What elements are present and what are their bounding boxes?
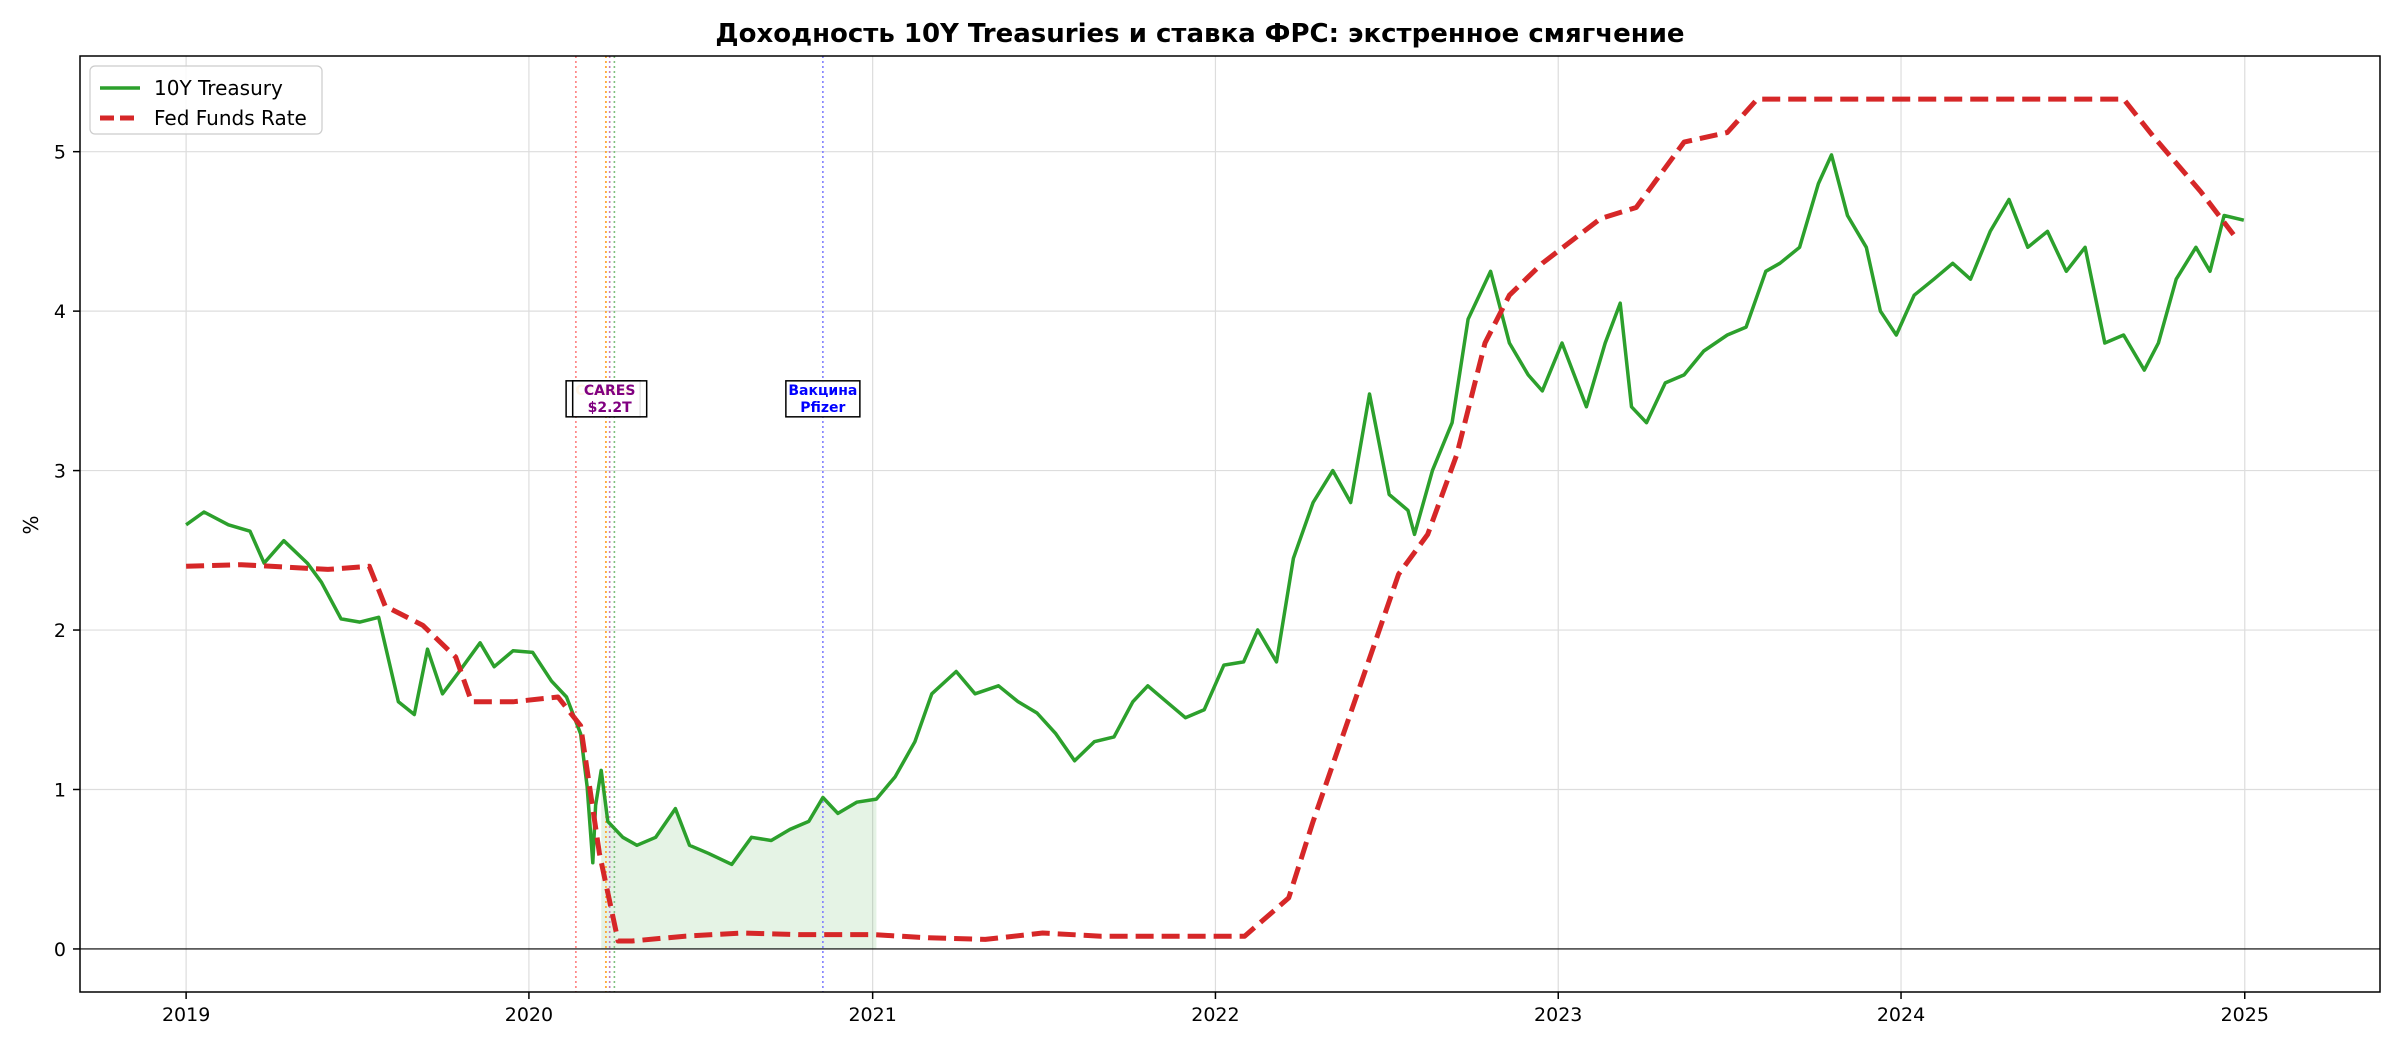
plot-frame [79, 55, 2381, 993]
chart-title: Доходность 10Y Treasuries и ставка ФРС: … [715, 19, 1684, 49]
annotation-text: $2.2T [588, 400, 633, 416]
annotation-frame [571, 380, 648, 418]
series-line-10y-treasury [185, 153, 2245, 867]
legend: 10Y Treasury Fed Funds Rate [89, 65, 323, 135]
y-tick-label: 1 [54, 779, 66, 801]
y-tick-label: 4 [54, 301, 66, 323]
x-tick-label: 2021 [848, 1004, 896, 1026]
x-tick-label: 2019 [162, 1004, 210, 1026]
shaded-region [601, 770, 877, 949]
legend-frame [89, 65, 323, 135]
annotation-text: Вакцина [788, 383, 857, 399]
annotation-box: CARES$2.2T [571, 380, 648, 418]
annotation-frame [785, 380, 861, 418]
series-line-fed-funds-rate [186, 96, 2236, 944]
x-tick-label: 2024 [1877, 1004, 1925, 1026]
plot-area: СтавкаCARES$2.2TВакцинаPfizer01234520192… [54, 55, 2381, 1026]
annotation-text: CARES [584, 383, 636, 399]
y-tick-label: 5 [54, 142, 66, 164]
y-axis-label: % [19, 515, 43, 534]
legend-entry: 10Y Treasury [154, 76, 283, 100]
y-tick-label: 3 [54, 461, 66, 483]
legend-entry: Fed Funds Rate [154, 106, 307, 130]
y-tick-label: 0 [54, 939, 66, 961]
y-tick-label: 2 [54, 620, 66, 642]
annotation-text: Pfizer [800, 400, 845, 416]
x-tick-label: 2025 [2221, 1004, 2269, 1026]
x-tick-label: 2022 [1191, 1004, 1239, 1026]
x-tick-label: 2023 [1534, 1004, 1582, 1026]
x-tick-label: 2020 [505, 1004, 553, 1026]
